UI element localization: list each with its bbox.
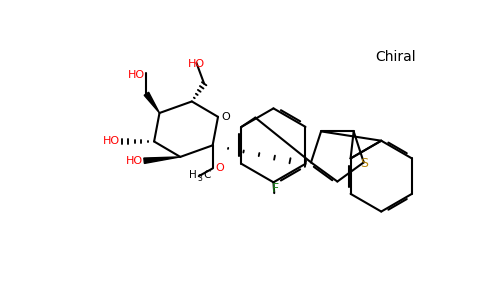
- Text: O: O: [215, 164, 224, 173]
- Text: HO: HO: [128, 70, 145, 80]
- Polygon shape: [144, 92, 160, 113]
- Text: HO: HO: [103, 136, 120, 146]
- Text: S: S: [360, 157, 368, 169]
- Text: HO: HO: [125, 156, 143, 166]
- Text: O: O: [222, 112, 230, 122]
- Text: Chiral: Chiral: [375, 50, 416, 64]
- Polygon shape: [144, 157, 180, 164]
- Text: H: H: [189, 170, 197, 180]
- Text: F: F: [272, 182, 279, 195]
- Text: C: C: [203, 170, 211, 180]
- Text: 3: 3: [197, 174, 202, 183]
- Text: HO: HO: [188, 59, 205, 69]
